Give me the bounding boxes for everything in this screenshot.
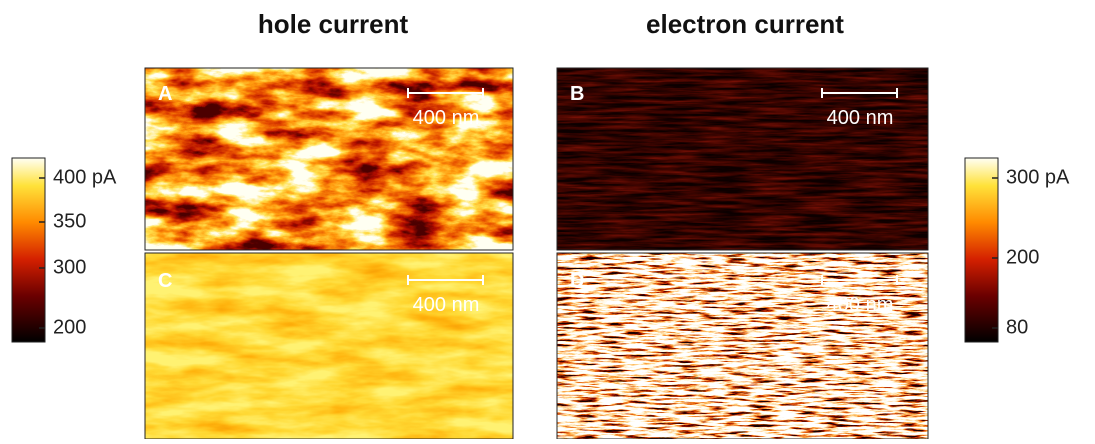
colorbar-ticks [992, 177, 998, 329]
image [557, 68, 928, 250]
scale-bar [821, 275, 898, 285]
colorbar-tick-label: 80 [1006, 316, 1028, 338]
panel: A 400 nm [144, 67, 514, 251]
panel-label: B [570, 83, 584, 105]
panel: D 400 nm [556, 252, 929, 440]
scale-bar-label: 400 nm [827, 107, 894, 129]
colorbar-tick-label: 400 pA [53, 166, 117, 188]
colorbar-tick-label: 350 [53, 210, 86, 232]
colorbar-tick-label: 200 [53, 316, 86, 338]
scale-bar-label: 400 nm [413, 107, 480, 129]
column-title: electron current [646, 9, 844, 39]
scale-bar [821, 88, 898, 98]
colorbar-tick-label: 300 [53, 256, 86, 278]
scale-bar-label: 400 nm [413, 294, 480, 316]
colorbar: 400 pA 350 300 200 [11, 157, 117, 343]
panel-label: D [570, 270, 584, 292]
image [145, 68, 513, 250]
panel: B 400 nm [556, 67, 929, 251]
colorbar-ticks [39, 177, 45, 329]
scale-bar-label: 400 nm [827, 294, 894, 316]
colorbar-tick-label: 300 pA [1006, 166, 1070, 188]
colorbar-tick-label: 200 [1006, 246, 1039, 268]
column-title: hole current [258, 9, 409, 39]
colorbar: 300 pA 200 80 [964, 157, 1070, 343]
scale-bar [407, 88, 484, 98]
panel: C 400 nm [144, 252, 514, 440]
image [145, 253, 513, 439]
scale-bar [407, 275, 484, 285]
panel-label: A [158, 83, 172, 105]
colorbar-scale [11, 157, 46, 343]
panel-label: C [158, 270, 172, 292]
colorbar-scale [964, 157, 999, 343]
image [557, 253, 928, 439]
